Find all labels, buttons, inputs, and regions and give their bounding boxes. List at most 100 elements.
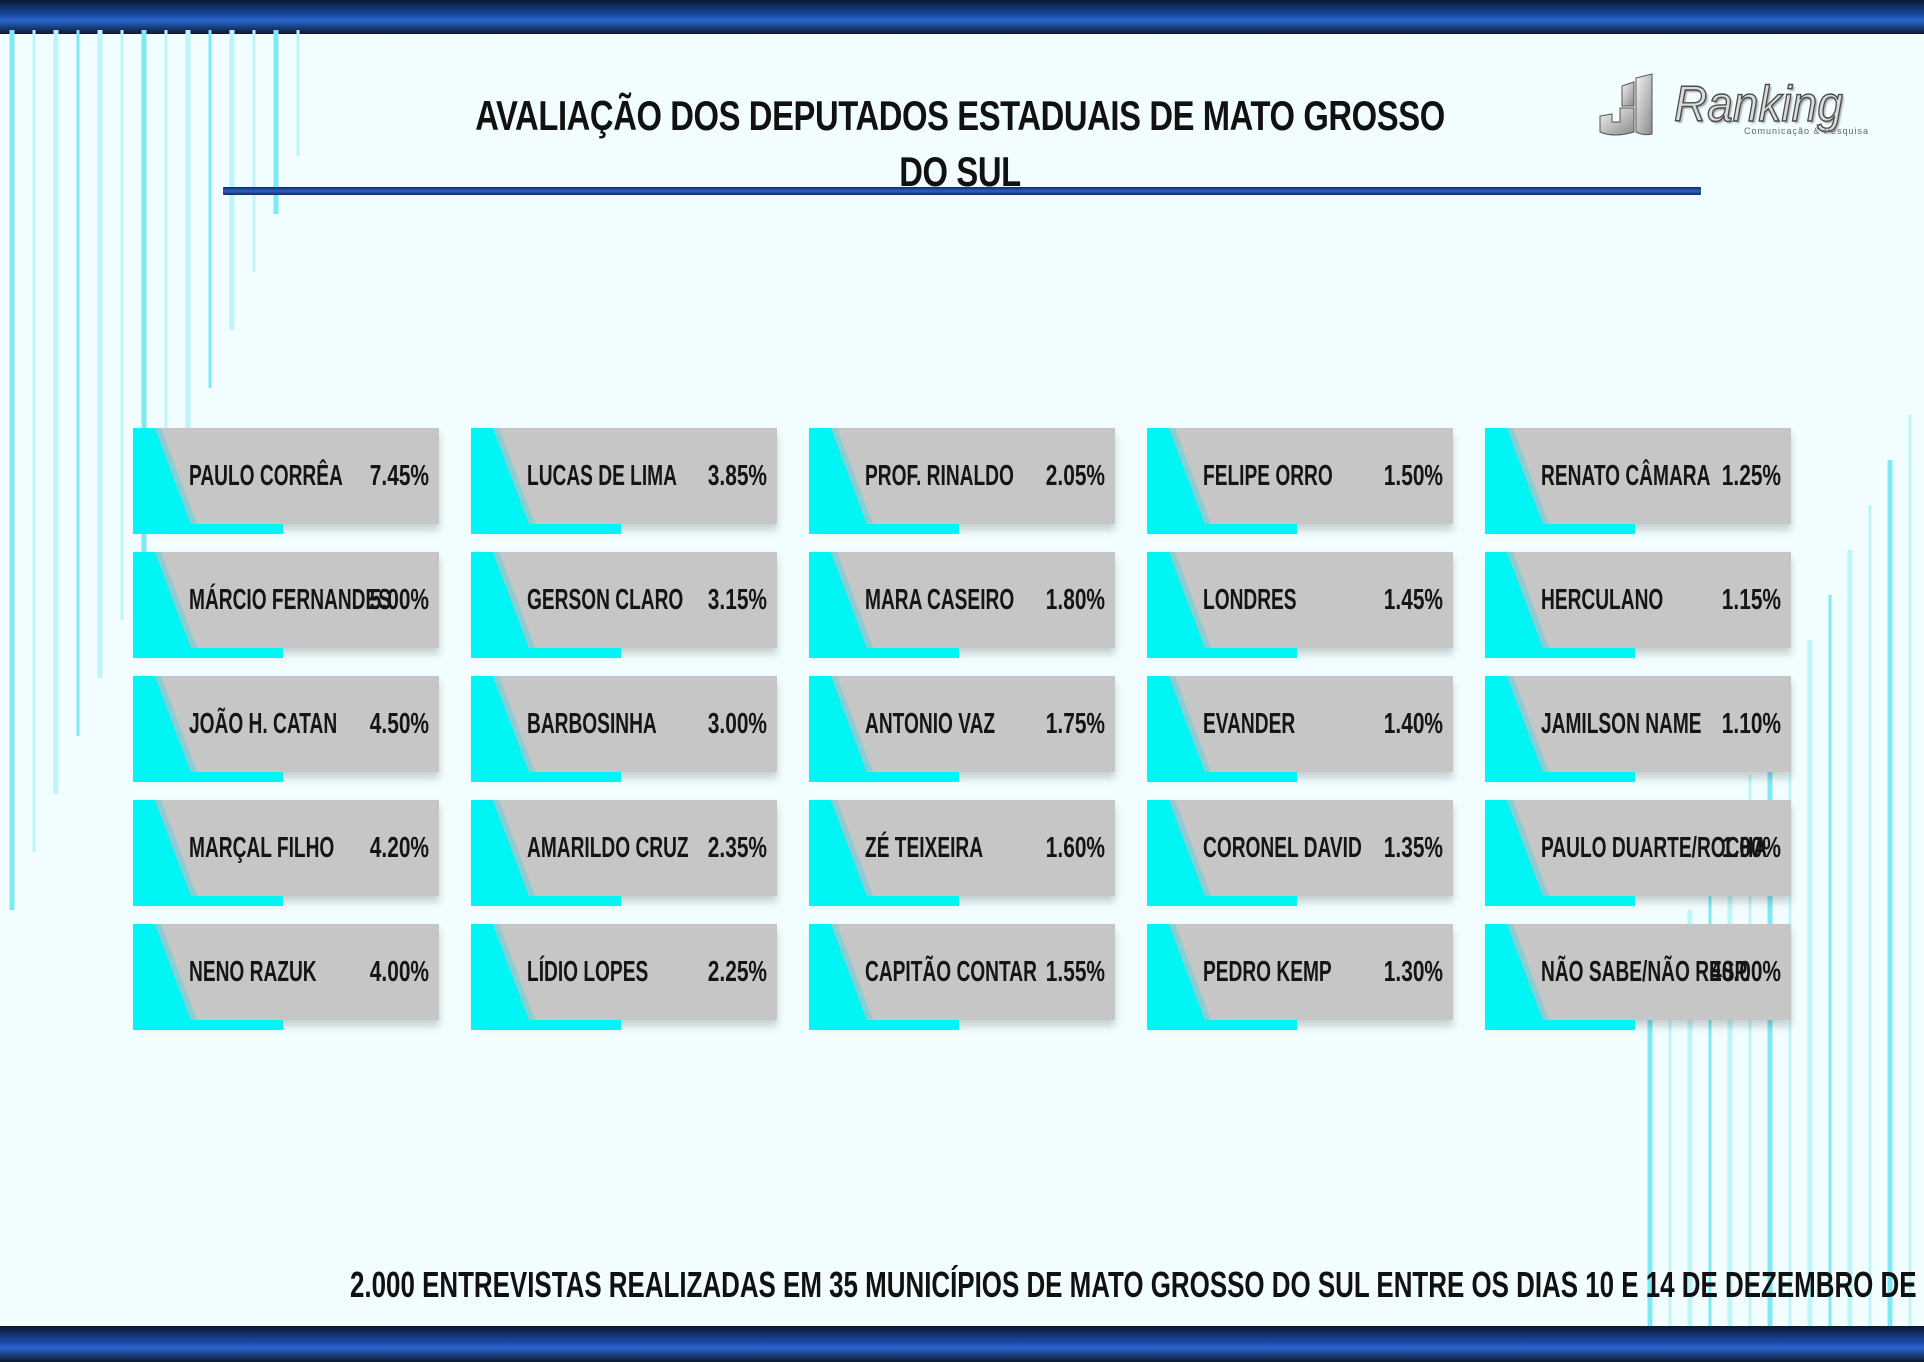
candidate-percentage: 3.85% xyxy=(707,460,767,492)
result-card: GERSON CLARO 3.15% xyxy=(471,552,777,658)
card-accent xyxy=(133,552,283,658)
top-band xyxy=(0,0,1924,34)
card-accent xyxy=(1485,552,1635,658)
result-card: CAPITÃO CONTAR 1.55% xyxy=(809,924,1115,1030)
candidate-percentage: 2.25% xyxy=(707,956,767,988)
candidate-name: FELIPE ORRO xyxy=(1203,460,1333,492)
candidate-name: PEDRO KEMP xyxy=(1203,956,1332,988)
candidate-percentage: 1.75% xyxy=(1045,708,1105,740)
candidate-percentage: 1.55% xyxy=(1045,956,1105,988)
card-accent xyxy=(1147,924,1297,1030)
candidate-percentage: 40.00% xyxy=(1710,956,1781,988)
page-title: AVALIAÇÃO DOS DEPUTADOS ESTADUAIS DE MAT… xyxy=(475,92,1445,195)
card-accent xyxy=(1485,428,1635,534)
candidate-percentage: 7.45% xyxy=(369,460,429,492)
card-accent xyxy=(809,924,959,1030)
result-card: PAULO DUARTE/ROCHA 1.00% xyxy=(1485,800,1791,906)
result-card: JAMILSON NAME 1.10% xyxy=(1485,676,1791,782)
candidate-name: BARBOSINHA xyxy=(527,708,657,740)
candidate-name: PROF. RINALDO xyxy=(865,460,1014,492)
card-accent xyxy=(809,428,959,534)
candidate-name: RENATO CÂMARA xyxy=(1541,460,1711,492)
candidate-percentage: 3.15% xyxy=(707,584,767,616)
card-accent xyxy=(471,924,621,1030)
left-stripes-decoration xyxy=(9,30,300,910)
result-card: LÍDIO LOPES 2.25% xyxy=(471,924,777,1030)
title-underline xyxy=(223,187,1701,195)
result-card: MARÇAL FILHO 4.20% xyxy=(133,800,439,906)
result-card: ANTONIO VAZ 1.75% xyxy=(809,676,1115,782)
candidate-name: ANTONIO VAZ xyxy=(865,708,996,740)
bar-chart-icon xyxy=(1599,73,1653,136)
candidate-name: AMARILDO CRUZ xyxy=(527,832,689,864)
card-accent xyxy=(133,800,283,906)
candidate-percentage: 1.15% xyxy=(1721,584,1781,616)
card-accent xyxy=(1147,552,1297,658)
result-card: NENO RAZUK 4.00% xyxy=(133,924,439,1030)
candidate-name: CORONEL DAVID xyxy=(1203,832,1362,864)
card-accent xyxy=(471,428,621,534)
card-accent xyxy=(809,552,959,658)
result-card: BARBOSINHA 3.00% xyxy=(471,676,777,782)
card-accent xyxy=(1147,676,1297,782)
card-accent xyxy=(133,924,283,1030)
candidate-percentage: 1.50% xyxy=(1383,460,1443,492)
result-card: PAULO CORRÊA 7.45% xyxy=(133,428,439,534)
result-card: LONDRES 1.45% xyxy=(1147,552,1453,658)
candidate-name: CAPITÃO CONTAR xyxy=(865,956,1037,988)
result-card: ZÉ TEIXEIRA 1.60% xyxy=(809,800,1115,906)
card-accent xyxy=(809,800,959,906)
candidate-name: ZÉ TEIXEIRA xyxy=(865,832,984,864)
card-accent xyxy=(809,676,959,782)
candidate-name: JAMILSON NAME xyxy=(1541,708,1702,740)
result-card: LUCAS DE LIMA 3.85% xyxy=(471,428,777,534)
candidate-name: LONDRES xyxy=(1203,584,1297,616)
candidate-percentage: 2.05% xyxy=(1045,460,1105,492)
candidate-percentage: 2.35% xyxy=(707,832,767,864)
result-card: AMARILDO CRUZ 2.35% xyxy=(471,800,777,906)
result-card: EVANDER 1.40% xyxy=(1147,676,1453,782)
result-card: MARA CASEIRO 1.80% xyxy=(809,552,1115,658)
card-accent xyxy=(1147,428,1297,534)
candidate-name: NÃO SABE/NÃO RESP. xyxy=(1541,956,1751,988)
candidate-name: MARÇAL FILHO xyxy=(189,832,335,864)
logo-subtitle: Comunicação & Pesquisa xyxy=(1744,126,1870,136)
candidate-name: JOÃO H. CATAN xyxy=(189,708,338,740)
candidate-percentage: 3.00% xyxy=(707,708,767,740)
candidate-name: PAULO DUARTE/ROCHA xyxy=(1541,832,1768,864)
result-card: PEDRO KEMP 1.30% xyxy=(1147,924,1453,1030)
result-card: PROF. RINALDO 2.05% xyxy=(809,428,1115,534)
ranking-logo: Ranking Comunicação & Pesquisa xyxy=(1594,72,1868,148)
candidate-percentage: 1.10% xyxy=(1721,708,1781,740)
candidate-percentage: 4.00% xyxy=(369,956,429,988)
card-accent xyxy=(1485,676,1635,782)
candidate-percentage: 1.45% xyxy=(1383,584,1443,616)
result-card: FELIPE ORRO 1.50% xyxy=(1147,428,1453,534)
card-accent xyxy=(471,800,621,906)
candidate-name: LÍDIO LOPES xyxy=(527,956,649,988)
card-accent xyxy=(471,676,621,782)
candidate-name: LUCAS DE LIMA xyxy=(527,460,677,492)
card-accent xyxy=(1485,924,1635,1030)
candidate-percentage: 1.30% xyxy=(1383,956,1443,988)
card-accent xyxy=(133,676,283,782)
result-card: NÃO SABE/NÃO RESP. 40.00% xyxy=(1485,924,1791,1030)
candidate-name: PAULO CORRÊA xyxy=(189,460,343,492)
result-card: CORONEL DAVID 1.35% xyxy=(1147,800,1453,906)
survey-footnote: 2.000 ENTREVISTAS REALIZADAS EM 35 MUNIC… xyxy=(350,1264,1924,1305)
card-accent xyxy=(133,428,283,534)
candidate-percentage: 1.40% xyxy=(1383,708,1443,740)
candidate-name: MÁRCIO FERNANDES xyxy=(189,584,392,616)
candidate-percentage: 5.00% xyxy=(369,584,429,616)
candidate-percentage: 1.60% xyxy=(1045,832,1105,864)
candidate-percentage: 4.20% xyxy=(369,832,429,864)
candidate-name: MARA CASEIRO xyxy=(865,584,1015,616)
result-card: MÁRCIO FERNANDES 5.00% xyxy=(133,552,439,658)
candidate-percentage: 1.80% xyxy=(1045,584,1105,616)
candidate-percentage: 4.50% xyxy=(369,708,429,740)
bottom-band xyxy=(0,1326,1924,1362)
candidate-name: HERCULANO xyxy=(1541,584,1664,616)
candidate-percentage: 1.35% xyxy=(1383,832,1443,864)
result-card: RENATO CÂMARA 1.25% xyxy=(1485,428,1791,534)
candidate-percentage: 1.25% xyxy=(1721,460,1781,492)
